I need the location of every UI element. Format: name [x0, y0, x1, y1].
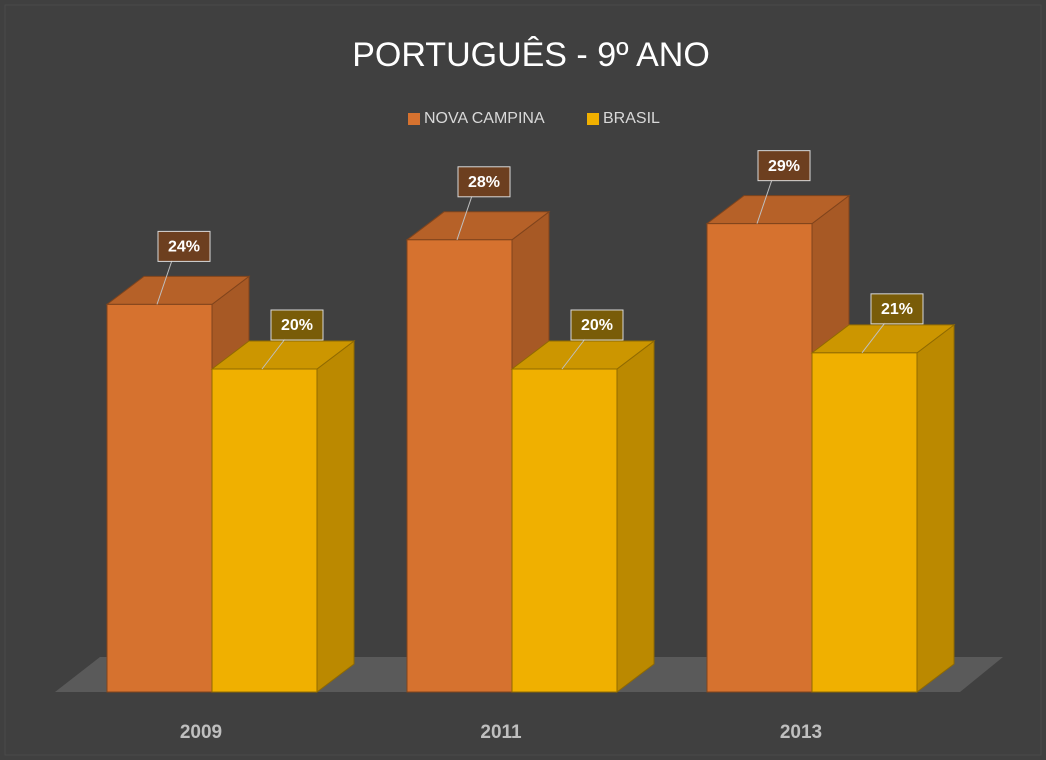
bar: [810, 323, 956, 694]
chart-title: PORTUGUÊS - 9º ANO: [352, 36, 710, 74]
x-tick-label: 2011: [480, 722, 522, 743]
bar: [510, 339, 656, 694]
x-tick-label: 2013: [780, 722, 822, 743]
bar: [210, 339, 356, 694]
bar-front: [706, 223, 813, 693]
bar-side: [316, 339, 355, 694]
label-leader: [156, 260, 173, 305]
bar-front: [106, 303, 213, 693]
label-leader: [561, 338, 586, 370]
label-box: [457, 166, 511, 198]
data-label: 29%: [768, 158, 800, 175]
frame: [4, 4, 1042, 756]
data-label: 20%: [281, 317, 313, 334]
x-tick-label: 2009: [180, 722, 222, 743]
label-leader: [861, 322, 886, 354]
bar-front: [406, 239, 513, 693]
bar-side: [616, 339, 655, 694]
legend-swatch: [408, 113, 420, 125]
label-box: [157, 230, 211, 262]
data-label: 20%: [581, 317, 613, 334]
bar-side: [916, 323, 955, 694]
bar-front: [811, 352, 918, 693]
bar-front: [211, 368, 318, 693]
data-label: 21%: [881, 301, 913, 318]
data-label: 28%: [468, 174, 500, 191]
legend-label: BRASIL: [603, 110, 660, 127]
label-leader: [456, 195, 473, 240]
legend-swatch: [587, 113, 599, 125]
label-box: [870, 293, 924, 325]
label-leader: [756, 179, 773, 224]
label-leader: [261, 338, 286, 370]
label-box: [570, 309, 624, 341]
bar-front: [511, 368, 618, 693]
label-box: [757, 150, 811, 182]
label-box: [270, 309, 324, 341]
data-label: 24%: [168, 239, 200, 256]
legend-label: NOVA CAMPINA: [424, 110, 545, 127]
